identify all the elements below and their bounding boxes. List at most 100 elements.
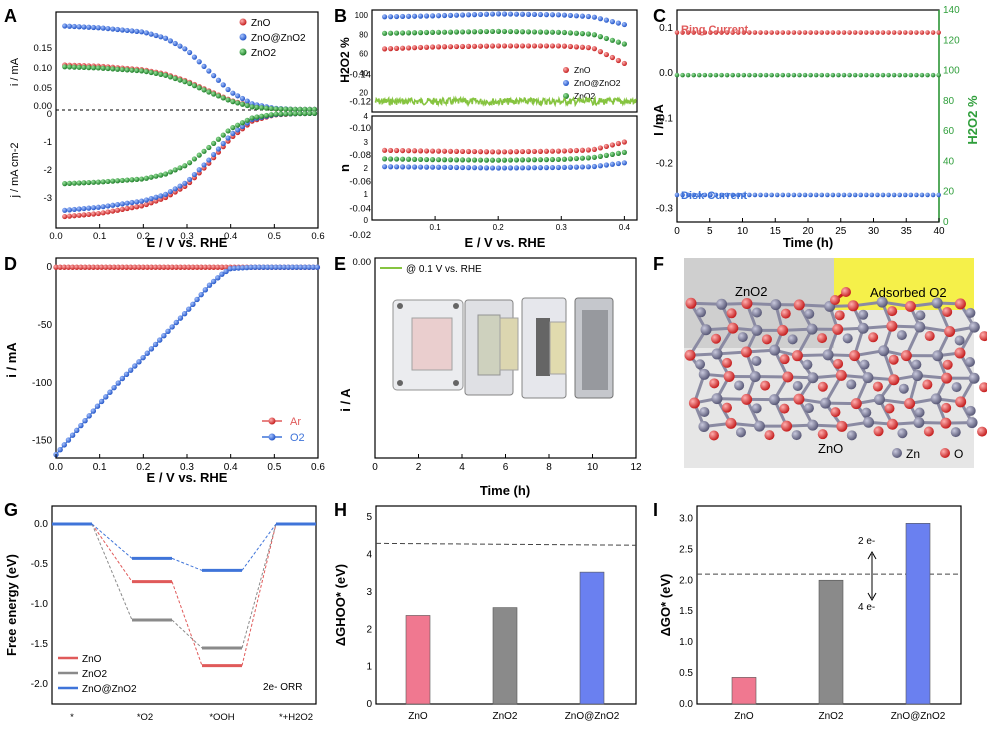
- d-ar-point: [90, 264, 97, 270]
- c-ring-point: [802, 30, 808, 35]
- f-zn-atom: [842, 333, 853, 344]
- c-disk-point: [791, 192, 797, 198]
- c-disk-point: [680, 192, 685, 198]
- b-lower-point-ZnO2: [531, 157, 538, 163]
- b-upper-point-ZnO: [597, 49, 604, 55]
- c-h2o2-point: [875, 72, 880, 78]
- a-upper-point-ZnO2: [225, 97, 231, 103]
- a-upper-point-ZnO-ZnO2: [76, 24, 82, 30]
- c-ring-point: [886, 30, 891, 35]
- b-lower-point-ZnO: [477, 149, 484, 155]
- d-ar-point: [194, 264, 200, 270]
- c-disk-point: [786, 192, 791, 198]
- i-xtick-label: ZnO2: [818, 711, 843, 722]
- c-ring-point: [758, 30, 763, 35]
- b-upper-point-ZnO-ZnO2: [447, 12, 454, 18]
- c-ring-point: [919, 30, 925, 35]
- a-lower-point-ZnO2: [138, 176, 145, 182]
- f-o-atom: [888, 354, 899, 365]
- b-lower-point-ZnO2: [585, 155, 592, 161]
- panel-a-frame: [55, 11, 319, 229]
- d-ar-point: [161, 264, 167, 270]
- c-disk-point: [891, 192, 897, 198]
- c-disk-point: [713, 192, 719, 198]
- b-lower-point-ZnO: [435, 148, 442, 154]
- f-zn-atom: [751, 403, 762, 414]
- a-upper-point-ZnO2: [196, 85, 202, 91]
- a-upper-point-ZnO2: [76, 64, 82, 70]
- h-xtick-label: ZnO@ZnO2: [565, 711, 620, 722]
- panel-label-e: E: [334, 254, 346, 274]
- f-o-atom: [781, 420, 793, 432]
- panel-label-g: G: [4, 500, 18, 520]
- a-lower-point-ZnO: [66, 213, 73, 219]
- d-o2-point: [157, 337, 163, 343]
- a-xtick-label: 0.2: [137, 231, 150, 242]
- f-o-atom: [942, 359, 953, 370]
- a-upper-point-ZnO-ZnO2: [86, 24, 92, 30]
- a-ytick-2: 0.10: [34, 63, 53, 74]
- a-lower-point-ZnO-ZnO2: [235, 127, 241, 133]
- c-h2o2-point: [819, 72, 825, 78]
- b-lower-point-ZnO2: [388, 156, 394, 162]
- a-lower-point-ZnO2: [100, 179, 106, 185]
- cell-unit-2: [464, 299, 519, 396]
- a-lower-point-ZnO2: [76, 180, 82, 186]
- c-y2tick-label: 20: [943, 187, 955, 198]
- a-lower-point-ZnO-ZnO2: [187, 176, 193, 183]
- a-lower-point-ZnO2: [273, 111, 279, 117]
- a-lower-point-ZnO2: [259, 113, 265, 119]
- c-h2o2-point: [735, 72, 741, 78]
- f-o-atom: [791, 350, 803, 362]
- a-lower-point-ZnO-ZnO2: [158, 193, 164, 199]
- f-o-atom: [940, 417, 952, 429]
- a-lower-point-ZnO-ZnO2: [105, 203, 111, 209]
- g-legend: ZnO ZnO2 ZnO@ZnO2: [58, 654, 137, 695]
- f-zn-atom: [753, 420, 765, 432]
- d-o2-point: [65, 437, 72, 443]
- b-upper-point-ZnO-ZnO2: [459, 12, 466, 18]
- a-lower-point-ZnO: [71, 213, 77, 219]
- b-lower-point-ZnO2: [549, 156, 556, 163]
- c-y2tick-label: 40: [943, 156, 955, 167]
- b-lower-ytick: 2: [364, 164, 369, 173]
- f-o-atom: [708, 430, 719, 441]
- b-lower-point-ZnO-ZnO2: [525, 165, 532, 171]
- f-o-atom: [849, 350, 861, 362]
- b-lower-point-ZnO2: [567, 156, 574, 162]
- b-upper-point-ZnO2: [543, 29, 550, 35]
- b-upper-point-ZnO-ZnO2: [531, 11, 538, 18]
- c-ytick-label: -0.2: [656, 158, 674, 169]
- a-xtick-label: 0.3: [180, 231, 193, 242]
- a-upper-point-ZnO-ZnO2: [163, 35, 169, 41]
- b-upper-point-ZnO-ZnO2: [411, 13, 418, 19]
- d-o2-point: [111, 384, 117, 391]
- b-upper-point-ZnO2: [573, 30, 580, 36]
- e-xtick-label: 2: [416, 462, 422, 473]
- b-lower-point-ZnO: [525, 148, 532, 155]
- d-o2-point: [57, 446, 63, 453]
- c-h2o2-point: [936, 72, 941, 78]
- b-upper-point-ZnO: [537, 43, 544, 49]
- c-ring-point: [908, 30, 914, 35]
- a-upper-point-ZnO2: [71, 64, 77, 70]
- c-ring-point: [897, 30, 902, 35]
- c-disk-point: [880, 192, 886, 198]
- b-upper-point-ZnO2: [447, 29, 454, 35]
- d-ar-point: [82, 264, 88, 270]
- panel-label-d: D: [4, 254, 17, 274]
- b-lower-point-ZnO: [400, 147, 406, 154]
- f-o-atom: [764, 430, 775, 441]
- b-upper-point-ZnO-ZnO2: [477, 11, 484, 18]
- a-lower-point-ZnO-ZnO2: [95, 204, 101, 210]
- c-disk-point: [674, 192, 680, 198]
- d-o2-point: [140, 354, 146, 361]
- d-o2-point: [78, 422, 84, 429]
- f-zn-atom: [873, 393, 885, 405]
- f-o-atom: [836, 420, 848, 432]
- c-disk-point: [852, 192, 858, 198]
- a-ylabel-lower: j / mA cm-2: [9, 142, 21, 198]
- d-ytick-label: -100: [32, 378, 52, 389]
- b-lower-point-ZnO2: [417, 156, 424, 163]
- a-lower-point-ZnO: [153, 198, 159, 204]
